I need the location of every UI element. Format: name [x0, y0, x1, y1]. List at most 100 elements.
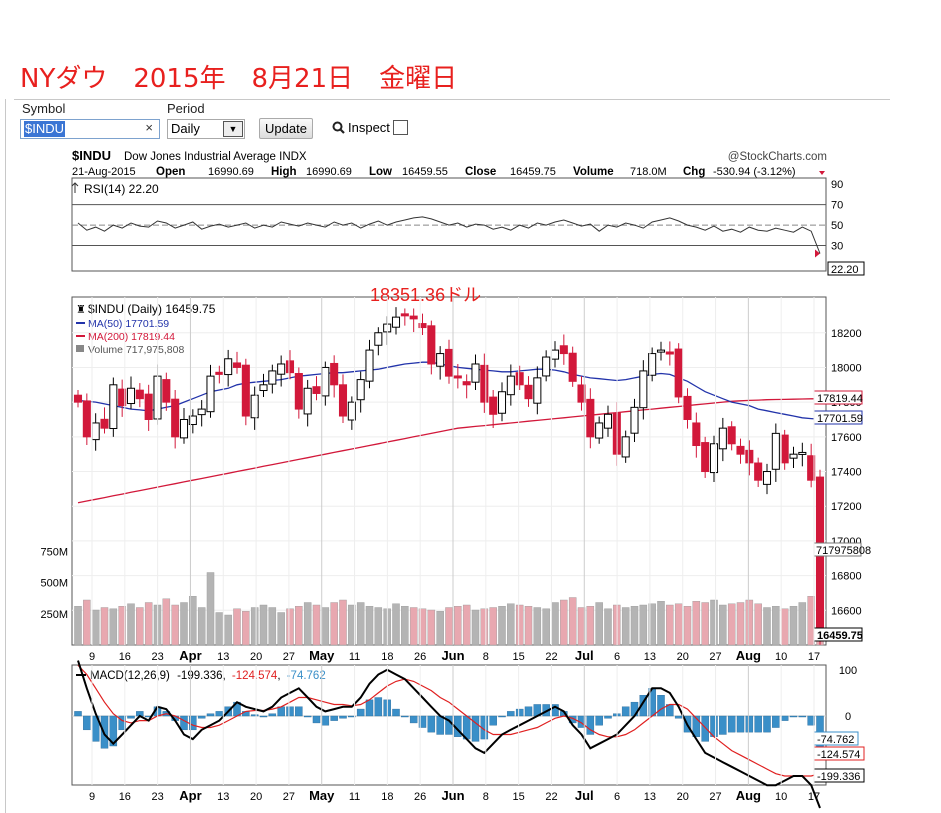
- candle-body: [338, 384, 348, 417]
- volume-bar: [666, 604, 674, 646]
- symbol-input[interactable]: $INDU ×: [20, 119, 160, 139]
- macd-hist-bar: [727, 715, 736, 733]
- candle-body: [91, 422, 100, 441]
- candle-body: [179, 418, 189, 439]
- volume-bar: [560, 599, 568, 646]
- candle-body: [330, 362, 339, 386]
- volume-bar: [330, 602, 338, 646]
- macd-hist-bar: [427, 715, 436, 733]
- macd-hist-bar: [303, 715, 312, 718]
- macd-hist-bar: [489, 715, 497, 726]
- volume-axis: 750M 500M 250M: [40, 546, 68, 621]
- candle-body: [639, 370, 648, 409]
- update-button[interactable]: Update: [259, 118, 313, 139]
- macd-hist-bar: [365, 699, 374, 717]
- volume-bar: [710, 599, 718, 646]
- macd-hist-bar: [780, 715, 789, 721]
- candle-body: [232, 362, 242, 368]
- candle-body: [400, 313, 409, 317]
- volume-bar: [763, 607, 771, 646]
- volume-bar: [745, 599, 754, 646]
- volume-bar: [568, 597, 577, 646]
- chevron-down-icon[interactable]: ▼: [223, 121, 243, 137]
- macd-hist-bar: [471, 715, 480, 742]
- rsi-panel: [71, 177, 827, 272]
- volume-bar: [392, 603, 400, 646]
- candle-body: [692, 422, 701, 447]
- macd-hist-bar: [701, 715, 709, 742]
- candle-body: [162, 379, 171, 403]
- inspect-label: Inspect: [348, 120, 390, 135]
- volume-bar: [445, 607, 453, 646]
- macd-hist-bar: [736, 715, 745, 733]
- macd-hist-bar: [507, 711, 515, 717]
- volume-bar: [100, 607, 109, 646]
- candle-body: [418, 323, 427, 329]
- candle-body: [444, 348, 454, 377]
- macd-hist-bar: [295, 706, 303, 717]
- rsi-tick-90: 90: [831, 179, 843, 191]
- macd-hist-bar: [330, 715, 338, 721]
- candle-body: [144, 393, 153, 420]
- candle-body: [674, 348, 683, 398]
- macd-hist-bar: [577, 715, 586, 728]
- x-tick-18: 18: [381, 651, 393, 663]
- rsi-axis: 9070503010: [831, 179, 843, 273]
- volume-bar: [162, 598, 171, 646]
- x-tick-27: 27: [709, 651, 721, 663]
- volume-bar: [692, 601, 701, 646]
- period-select[interactable]: Daily ▼: [167, 119, 245, 139]
- volume-bar: [144, 602, 153, 646]
- candle-body: [215, 371, 224, 375]
- x-tick-15: 15: [513, 791, 525, 803]
- volume-bar: [197, 607, 206, 646]
- volume-bar: [418, 608, 427, 646]
- symbol-input-value: $INDU: [24, 121, 66, 137]
- volume-bar: [277, 612, 285, 646]
- ma200-line: [77, 398, 820, 504]
- candle-body: [224, 358, 233, 376]
- ma200-legend: MA(200) 17819.44: [88, 331, 175, 343]
- volume-bar: [233, 608, 241, 646]
- macd-axis: 100 0: [839, 665, 857, 723]
- volume-bar: [719, 604, 727, 646]
- macd-hist-bar: [118, 715, 126, 731]
- close-tag-text: 16459.75: [817, 630, 863, 642]
- rsi-gridlines: [72, 204, 826, 258]
- rsi-value-tag: [827, 261, 865, 276]
- x-tick-23: 23: [152, 651, 164, 663]
- macd-hist-bar: [772, 715, 780, 728]
- macd-hist-bar: [418, 715, 427, 728]
- x-tick-20: 20: [250, 791, 262, 803]
- clear-symbol-icon[interactable]: ×: [145, 120, 153, 135]
- x-tick-10: 10: [775, 651, 787, 663]
- candle-body: [82, 400, 91, 438]
- volume-tag-text: 717975808: [816, 545, 871, 557]
- macd-signal-line: [77, 664, 821, 777]
- volume-bar: [171, 604, 179, 646]
- x-tick-Aug: Aug: [736, 648, 761, 663]
- peak-annotation: 18351.36ドル: [370, 285, 481, 305]
- x-tick-13: 13: [644, 651, 656, 663]
- candle-body: [603, 413, 613, 429]
- macd-hist-bar: [268, 713, 277, 717]
- volume-bar: [436, 611, 444, 646]
- header-symbol: $INDU: [72, 148, 111, 163]
- x-tick-Jul: Jul: [575, 788, 594, 803]
- volume-bar: [542, 608, 550, 646]
- open-value: 16990.69: [208, 166, 254, 178]
- inspect-toggle[interactable]: Inspect: [332, 120, 408, 135]
- macd-value-tag-text: -199.336: [817, 771, 860, 783]
- price-tick-16800: 16800: [831, 571, 862, 583]
- x-tick-8: 8: [483, 791, 489, 803]
- macd-hist-bar: [719, 715, 727, 735]
- candle-body: [683, 395, 692, 420]
- x-tick-15: 15: [513, 651, 525, 663]
- candle-body: [312, 386, 321, 394]
- inspect-checkbox[interactable]: [392, 120, 408, 135]
- volume-bar: [727, 603, 736, 646]
- volume-value: 718.0M: [630, 166, 667, 178]
- volume-bar: [604, 608, 612, 646]
- candle-body: [374, 332, 383, 346]
- price-tick-17600: 17600: [831, 432, 862, 444]
